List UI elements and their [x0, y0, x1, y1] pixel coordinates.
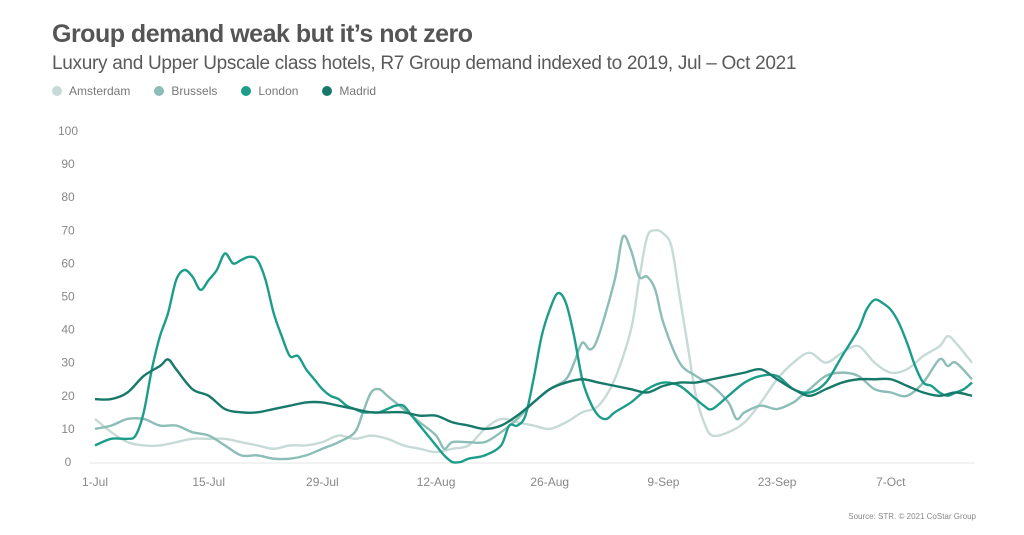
- series-line-brussels: [94, 234, 973, 461]
- x-tick-label: 29-Jul: [306, 475, 339, 489]
- x-tick-label: 12-Aug: [417, 475, 456, 489]
- legend: Amsterdam Brussels London Madrid: [52, 84, 376, 98]
- y-tick-label: 80: [61, 190, 75, 204]
- legend-dot-icon: [154, 86, 165, 96]
- y-tick-label: 10: [61, 422, 75, 436]
- y-tick-label: 50: [61, 290, 75, 304]
- legend-item-amsterdam: Amsterdam: [52, 84, 130, 98]
- chart-subtitle: Luxury and Upper Upscale class hotels, R…: [52, 53, 797, 74]
- y-tick-label: 90: [61, 157, 75, 171]
- y-tick-label: 30: [61, 356, 75, 370]
- y-tick-label: 70: [61, 223, 75, 237]
- series-line-amsterdam: [94, 228, 973, 454]
- x-tick-label: 15-Jul: [192, 475, 225, 489]
- x-tick-label: 1-Jul: [82, 475, 108, 489]
- legend-dot-icon: [52, 86, 62, 96]
- legend-item-madrid: Madrid: [322, 84, 376, 98]
- legend-label: Amsterdam: [69, 84, 131, 98]
- legend-label: London: [258, 84, 299, 98]
- y-tick-label: 60: [61, 256, 75, 270]
- legend-item-brussels: Brussels: [154, 84, 217, 98]
- legend-dot-icon: [322, 86, 333, 96]
- y-tick-label: 40: [61, 323, 75, 337]
- legend-dot-icon: [241, 86, 252, 96]
- legend-item-london: London: [241, 84, 298, 98]
- y-tick-label: 100: [58, 124, 78, 138]
- x-tick-label: 23-Sep: [758, 475, 797, 489]
- source-note: Source: STR. © 2021 CoStar Group: [848, 512, 976, 521]
- legend-label: Madrid: [339, 84, 377, 98]
- x-tick-label: 26-Aug: [530, 475, 569, 489]
- x-tick-label: 7-Oct: [876, 475, 906, 489]
- y-tick-label: 0: [65, 455, 72, 469]
- series-line-london: [94, 252, 973, 464]
- x-tick-label: 9-Sep: [647, 475, 679, 489]
- y-tick-label: 20: [61, 389, 75, 403]
- chart-title: Group demand weak but it’s not zero: [52, 20, 473, 48]
- series-line-madrid: [94, 358, 973, 431]
- legend-label: Brussels: [171, 84, 218, 98]
